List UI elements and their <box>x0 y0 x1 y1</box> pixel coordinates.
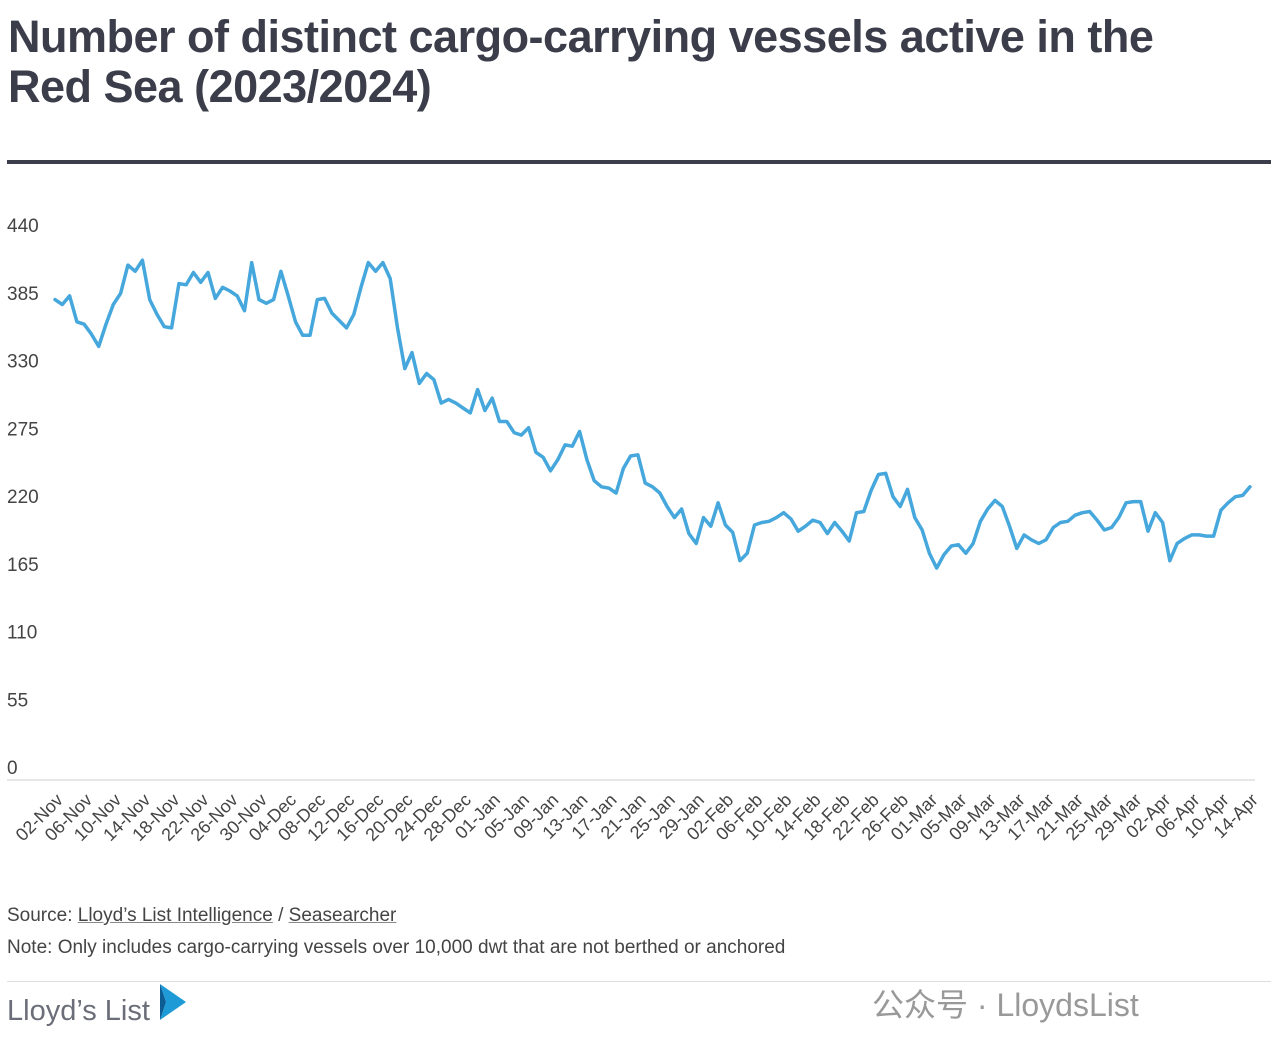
source-link[interactable]: Lloyd’s List Intelligence <box>77 905 273 926</box>
y-tick-label: 165 <box>7 555 39 576</box>
watermark: 公众号 · LloydsList <box>872 987 1139 1023</box>
footer-rule <box>7 981 1271 982</box>
y-tick-label: 55 <box>7 690 28 711</box>
title-rule <box>7 160 1271 164</box>
source: Source: Lloyd’s List Intelligence / Seas… <box>7 905 396 927</box>
chart-title: Number of distinct cargo-carrying vessel… <box>8 11 1154 112</box>
source-label: Source: <box>7 905 73 926</box>
note: Note: Only includes cargo-carrying vesse… <box>7 937 786 958</box>
source-link[interactable]: Seasearcher <box>288 905 397 926</box>
logo-mark <box>160 984 186 1020</box>
line <box>53 258 1252 570</box>
y-tick-label: 220 <box>7 487 39 508</box>
source-separator: / <box>278 905 284 926</box>
y-tick-label: 275 <box>7 419 39 440</box>
y-tick-label: 0 <box>7 758 18 779</box>
y-tick-label: 110 <box>7 623 37 644</box>
logo: Lloyd’s List <box>7 995 150 1027</box>
y-tick-label: 385 <box>7 284 39 305</box>
y-tick-label: 330 <box>7 352 39 373</box>
chart: 05511016522027533038544002-Nov06-Nov10-N… <box>7 216 1262 845</box>
y-tick-label: 440 <box>7 216 39 237</box>
